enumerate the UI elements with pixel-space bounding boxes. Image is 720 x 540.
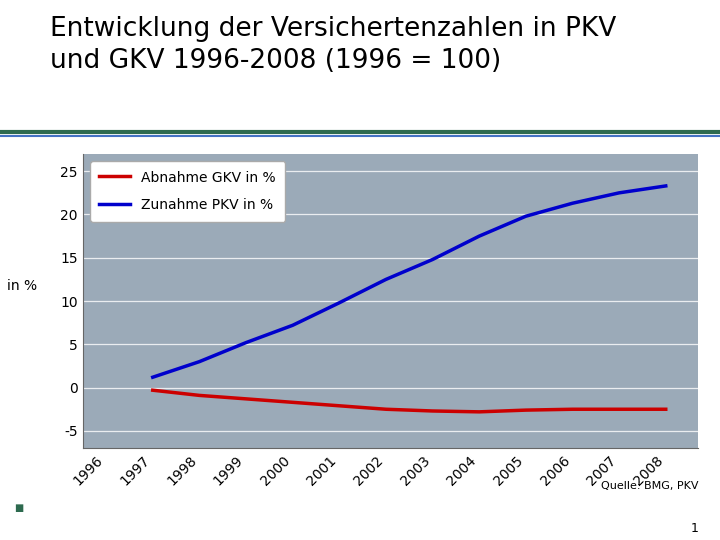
Text: ■: ■: [14, 503, 24, 512]
Legend: Abnahme GKV in %, Zunahme PKV in %: Abnahme GKV in %, Zunahme PKV in %: [90, 161, 286, 222]
Text: Entwicklung der Versichertenzahlen in PKV
und GKV 1996-2008 (1996 = 100): Entwicklung der Versichertenzahlen in PK…: [50, 16, 616, 74]
Text: in %: in %: [7, 279, 37, 293]
Text: Quelle: BMG, PKV: Quelle: BMG, PKV: [601, 481, 698, 491]
Text: 1: 1: [690, 522, 698, 535]
